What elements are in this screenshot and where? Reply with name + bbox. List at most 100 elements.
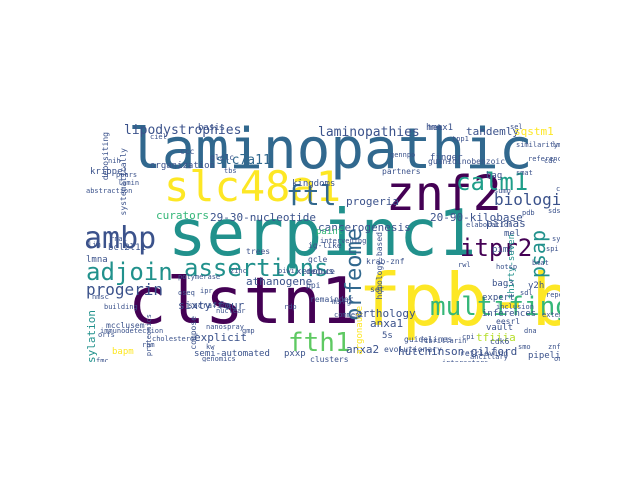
- word-abstraction: abstraction: [86, 187, 133, 195]
- word-basis: basis: [198, 123, 226, 133]
- word-sdl: sdl: [520, 289, 533, 297]
- word-lmna: lmna: [86, 255, 108, 265]
- word-oseq: oseq: [178, 289, 195, 297]
- word-organization: organization: [150, 161, 216, 171]
- word-bcl2l11: bcl2l11: [108, 243, 146, 253]
- word-bag3: bag3: [492, 279, 514, 289]
- word-clstn1: clstn1: [128, 265, 360, 339]
- word-20-90-kilobase: 20-90-kilobase: [430, 211, 523, 224]
- word-cholesterol: cholesterol: [152, 335, 199, 343]
- word-multifingered: multifingered: [430, 292, 560, 322]
- word-serpinc1: serpinc1: [168, 197, 477, 271]
- word-cpi: cpi: [462, 333, 475, 341]
- word-ppi: ppi: [306, 281, 321, 290]
- word-slc48a1: slc48a1: [164, 162, 342, 211]
- word-krippel: krippel: [90, 167, 128, 177]
- word-curators: curators: [156, 209, 209, 222]
- word-retrieving: retrieving: [460, 349, 509, 358]
- word-homology-based: homology-based: [375, 232, 384, 300]
- word-building: building: [104, 303, 138, 311]
- word-ftl: ftl: [286, 179, 337, 212]
- word-lipodystrophies: lipodystrophies: [124, 123, 242, 138]
- word-calm1: calm1: [456, 168, 529, 196]
- word-onl: onl: [554, 355, 560, 363]
- word-hek: hek: [428, 123, 443, 132]
- word-progeria: progeria: [346, 195, 399, 208]
- word-smo: smo: [518, 343, 531, 351]
- word-gcle: gcle: [308, 255, 328, 264]
- word-sixty-four: sixty-four: [178, 299, 245, 312]
- word-laminopathic: laminopathic: [128, 118, 533, 182]
- word-paint: paint: [316, 227, 344, 237]
- word-lim: lim: [88, 241, 101, 249]
- word-guanidinobenzoic: guanidinobenzoic: [428, 157, 506, 166]
- word-guidelines: guidelines: [404, 335, 453, 344]
- word-ppars: ppars: [116, 171, 138, 179]
- word-nanospray: nanospray: [206, 323, 244, 331]
- word-pirnas: pirnas: [486, 217, 526, 230]
- word-explicit: explicit: [194, 331, 247, 344]
- word-msfg: msfg: [332, 297, 352, 306]
- word-deduce: deduce: [306, 267, 335, 276]
- word-xenopus: xenopus: [296, 267, 334, 277]
- word-immunodetection: immunodetection: [100, 327, 164, 335]
- word-znf2: znf2: [386, 166, 502, 222]
- word-polymerase: polymerase: [178, 273, 221, 281]
- word-bag: bag: [486, 171, 503, 181]
- word-ccc: ccc: [180, 147, 195, 156]
- word-5s: 5s: [382, 331, 393, 341]
- word-tfiiia: tfiiia: [476, 331, 516, 344]
- word-znfs: znfs: [548, 343, 560, 351]
- word-ambp: ambp: [84, 221, 157, 256]
- word-cloud: laminopathic serpinc1 fpb-b clstn1 slc48a1 zn…: [80, 118, 560, 362]
- word-evolutionary: evolutionary: [384, 345, 442, 354]
- word-sel: sel: [510, 123, 523, 131]
- word-sumo: sumo: [494, 187, 511, 195]
- word-inclusion: inclusion: [496, 303, 534, 311]
- word-genomics: genomics: [202, 355, 236, 363]
- word-extent: extent: [542, 311, 560, 319]
- word-lmnb: lmnb: [552, 141, 560, 149]
- word-bapm: bapm: [112, 347, 134, 357]
- word-rnai: rnai: [110, 235, 127, 243]
- word-assertions: assertions: [184, 254, 329, 282]
- word-nuclear: nuclear: [216, 307, 246, 315]
- word-zinc: zinc: [230, 267, 247, 275]
- word-29-30-nucleotide: 29-30-nucleotide: [210, 211, 316, 224]
- word-cell: cell: [556, 185, 560, 193]
- word-biologist: biologist: [494, 190, 560, 209]
- word-rdp: rdp: [284, 303, 297, 311]
- word-sdsc: sdsc: [548, 207, 560, 215]
- word-athanogene: athanogene: [246, 275, 313, 288]
- word-krab-znf: krab-znf: [366, 257, 405, 266]
- word-cancerogenesis: cancerogenesis: [318, 221, 411, 234]
- word-cdc: cdc: [544, 157, 557, 165]
- word-gennpo: gennpo: [390, 151, 416, 159]
- word-laminopathies: laminopathies: [318, 125, 420, 140]
- word-nih: nih: [108, 157, 121, 165]
- word-expert: expert: [482, 293, 515, 303]
- word-inferences: inferences: [482, 309, 537, 319]
- word-ancillary: ancillary: [470, 353, 508, 361]
- word-clusters: clusters: [310, 355, 349, 363]
- word-ipr: ipr: [200, 287, 213, 295]
- word-vault: vault: [486, 323, 514, 333]
- word-remainder: remainder: [310, 295, 354, 304]
- word-orfs: orfs: [98, 331, 115, 339]
- word-anxa2: anxa2: [346, 343, 380, 356]
- word-sqstm1: sqstm1: [514, 125, 554, 138]
- word-orthology: orthology: [356, 307, 416, 320]
- word-semi-automated: semi-automated: [194, 349, 270, 359]
- word-fmc: fmc: [96, 357, 109, 363]
- word-kingdoms: kingdoms: [292, 179, 336, 189]
- word-smat: smat: [516, 169, 533, 177]
- word-proteomics: proteomics: [145, 314, 153, 357]
- word-eesrl: eesrl: [496, 317, 521, 326]
- word-trees: trees: [246, 247, 271, 256]
- word-farnesylation: farnesylation: [85, 310, 98, 362]
- word-elaboration: elaboration: [466, 221, 513, 229]
- word-hmox1: hmox1: [426, 123, 454, 133]
- word-fth1: fth1: [288, 328, 351, 358]
- word-partners: partners: [382, 167, 421, 176]
- word-rpm: rpm: [142, 341, 155, 349]
